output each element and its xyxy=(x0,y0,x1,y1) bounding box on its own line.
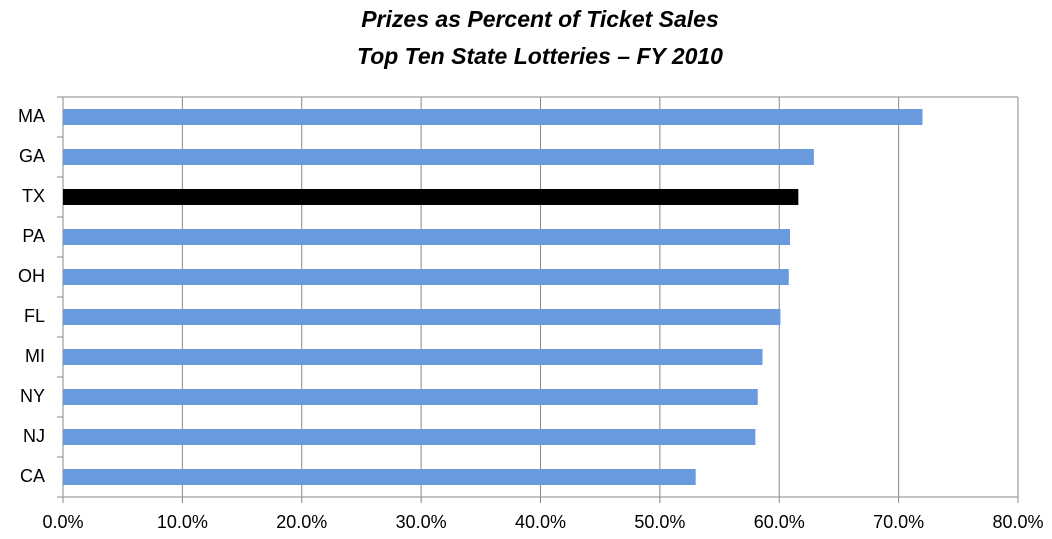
x-tick-label: 0.0% xyxy=(42,512,83,532)
chart-title: Prizes as Percent of Ticket Sales xyxy=(361,6,719,32)
y-tick-label: MA xyxy=(18,106,45,126)
bar xyxy=(63,389,758,405)
bar xyxy=(63,229,790,245)
x-tick-label: 50.0% xyxy=(634,512,685,532)
y-tick-label: NJ xyxy=(23,426,45,446)
y-tick-label: PA xyxy=(22,226,45,246)
x-tick-label: 70.0% xyxy=(873,512,924,532)
y-tick-label: FL xyxy=(24,306,45,326)
chart-subtitle: Top Ten State Lotteries – FY 2010 xyxy=(357,43,723,69)
bar xyxy=(63,309,781,325)
bar xyxy=(63,109,923,125)
bar xyxy=(63,349,763,365)
y-tick-label: TX xyxy=(22,186,45,206)
bar xyxy=(63,469,696,485)
y-tick-label: GA xyxy=(19,146,45,166)
bar xyxy=(63,149,814,165)
x-tick-label: 80.0% xyxy=(992,512,1043,532)
bar xyxy=(63,189,799,205)
bar xyxy=(63,429,756,445)
x-tick-label: 60.0% xyxy=(754,512,805,532)
y-tick-label: NY xyxy=(20,386,45,406)
y-tick-label: CA xyxy=(20,466,45,486)
x-tick-label: 40.0% xyxy=(515,512,566,532)
x-tick-label: 20.0% xyxy=(276,512,327,532)
x-tick-label: 30.0% xyxy=(396,512,447,532)
x-tick-label: 10.0% xyxy=(157,512,208,532)
y-tick-label: OH xyxy=(18,266,45,286)
y-tick-label: MI xyxy=(25,346,45,366)
bar xyxy=(63,269,789,285)
